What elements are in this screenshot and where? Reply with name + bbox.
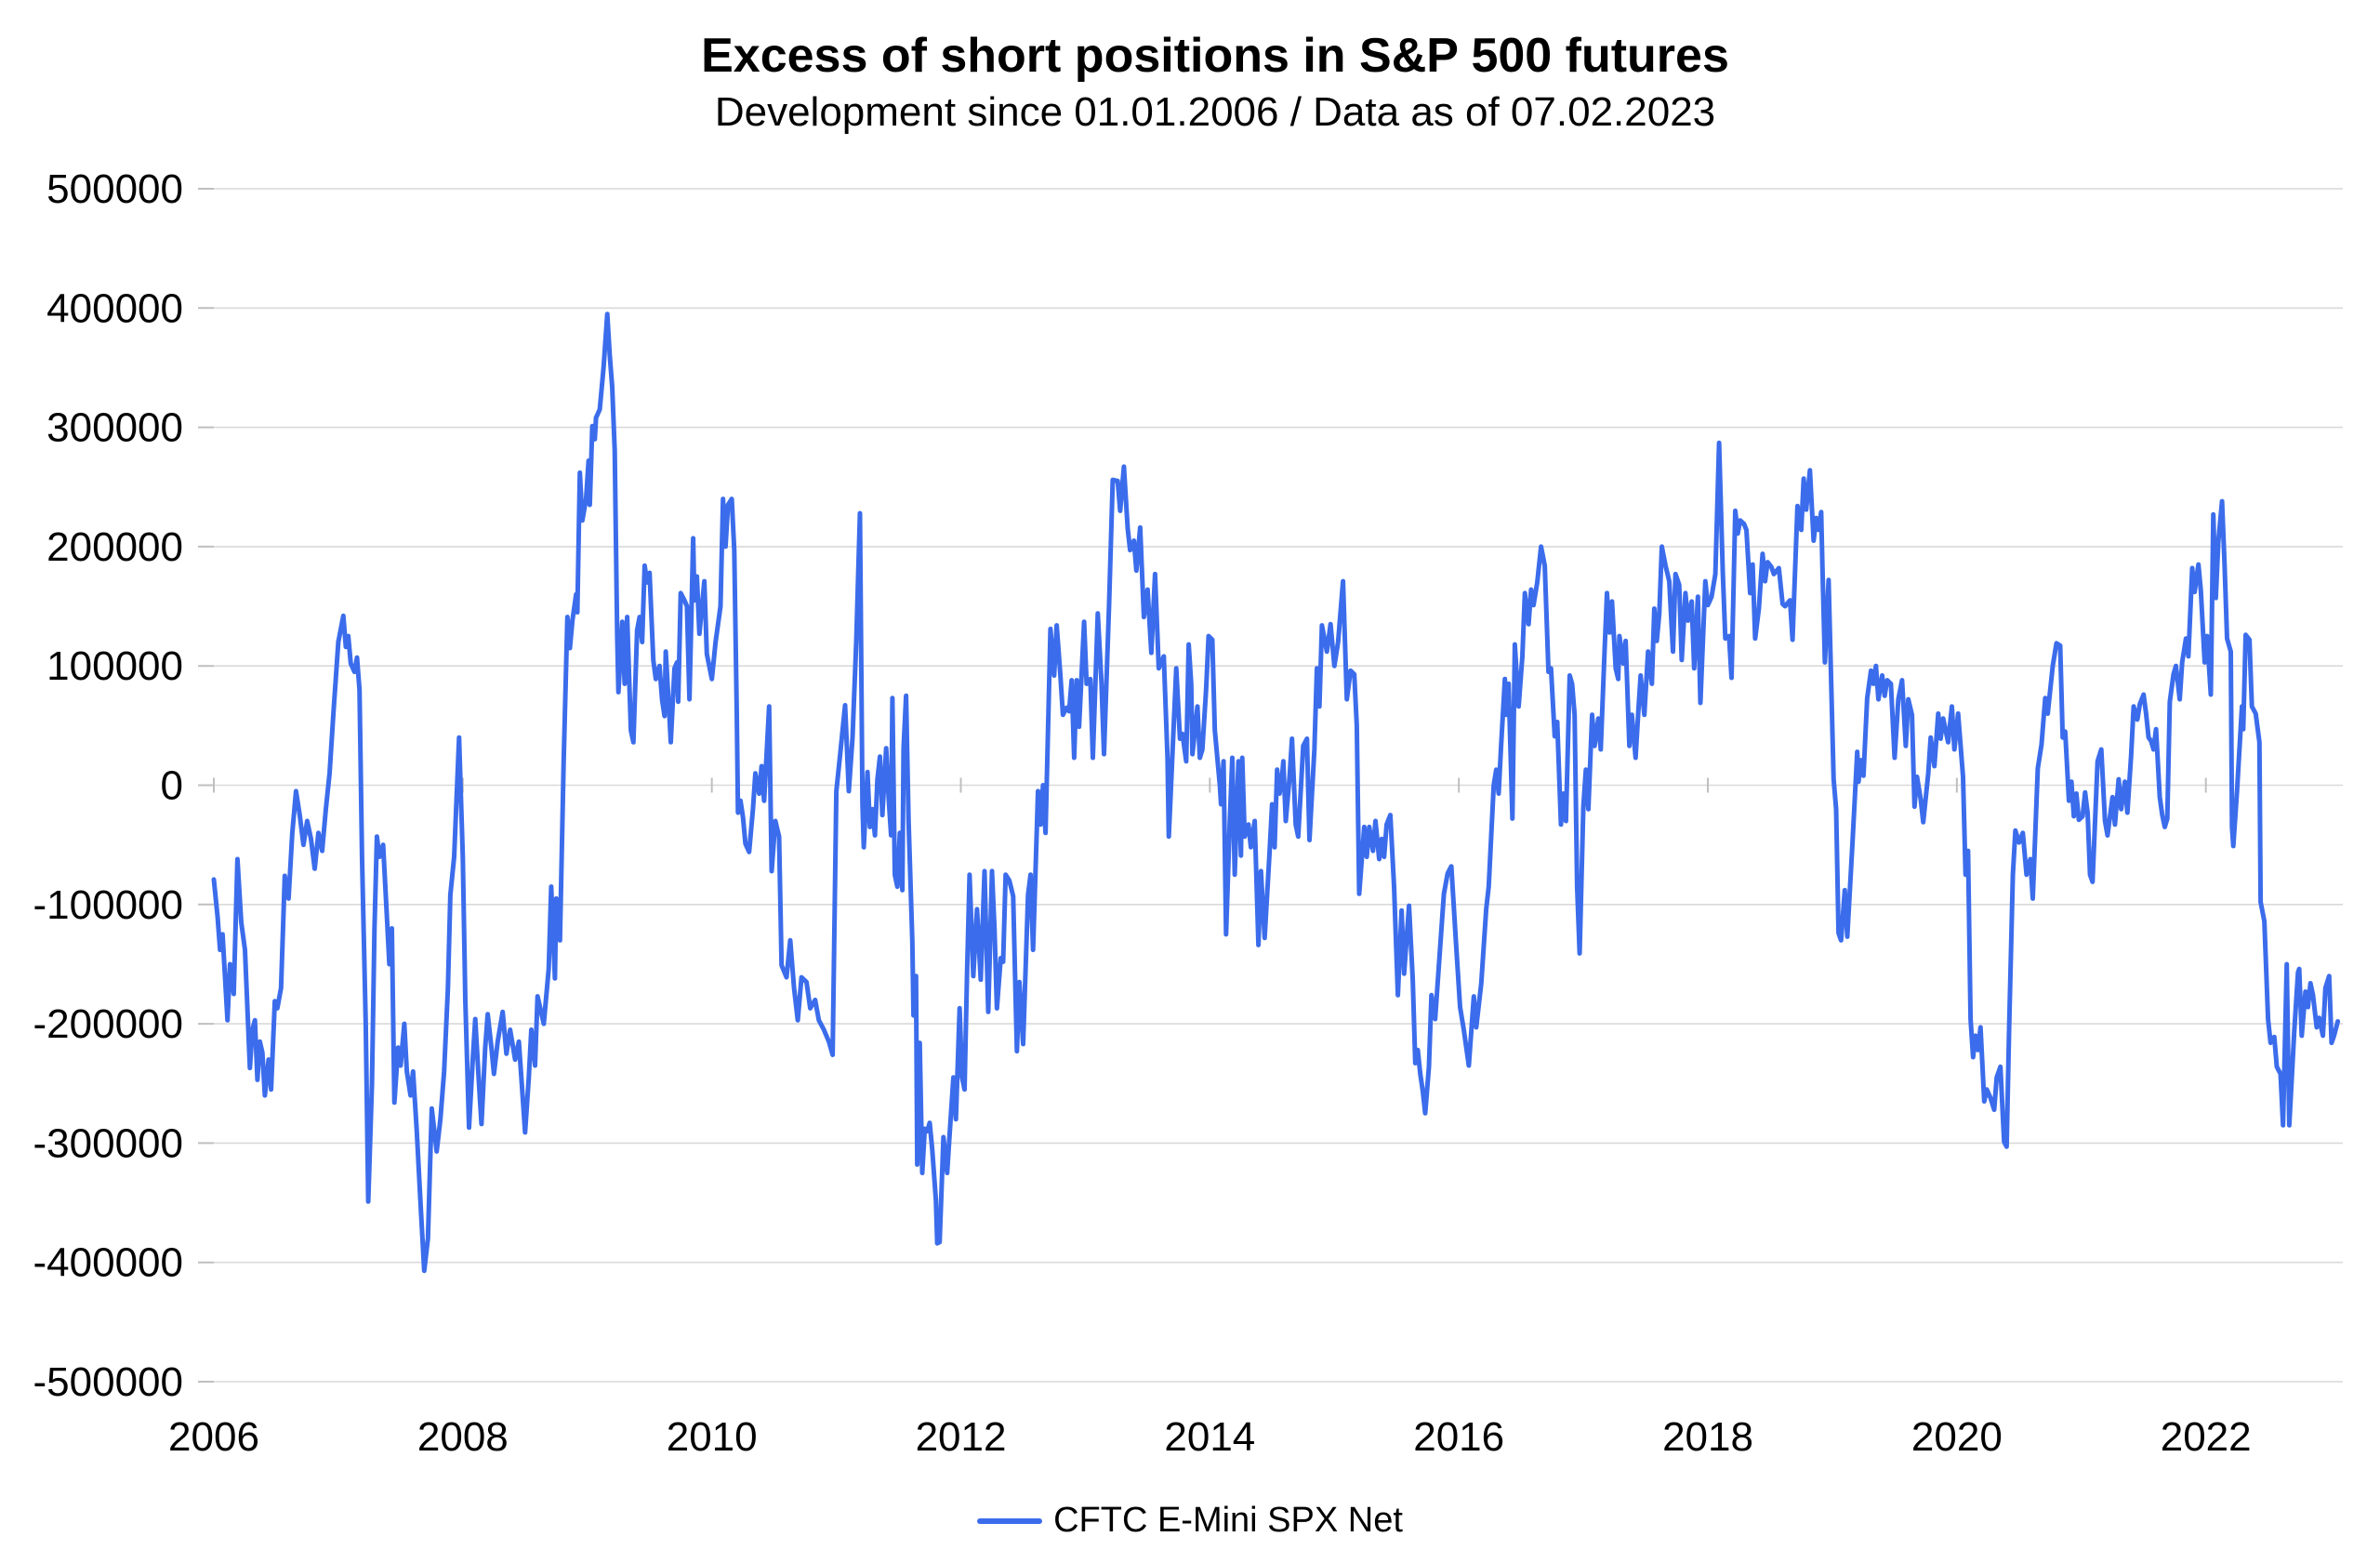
legend: CFTC E-Mini SPX Net	[0, 1501, 2380, 1541]
legend-line-swatch	[977, 1517, 1043, 1524]
legend-label: CFTC E-Mini SPX Net	[1053, 1501, 1403, 1540]
x-tick-label: 2018	[1662, 1414, 1753, 1460]
y-tick-label: 300000	[46, 405, 183, 451]
y-tick-label: -100000	[33, 882, 183, 928]
x-tick-label: 2010	[667, 1414, 758, 1460]
y-tick-label: 400000	[46, 285, 183, 331]
chart-subtitle: Development since 01.01.2006 / Data as o…	[714, 89, 1716, 135]
x-tick-label: 2020	[1911, 1414, 2003, 1460]
x-tick-label: 2016	[1413, 1414, 1504, 1460]
x-tick-label: 2006	[168, 1414, 259, 1460]
y-tick-label: -500000	[33, 1359, 183, 1405]
x-tick-label: 2022	[2161, 1414, 2252, 1460]
y-tick-label: 0	[161, 763, 183, 809]
y-tick-label: -400000	[33, 1240, 183, 1286]
y-tick-label: -200000	[33, 1001, 183, 1047]
x-tick-label: 2012	[916, 1414, 1007, 1460]
chart-title: Excess of short positions in S&P 500 fut…	[701, 29, 1729, 83]
series-line	[211, 311, 2341, 1274]
x-tick-label: 2014	[1164, 1414, 1255, 1460]
x-tick-label: 2008	[417, 1414, 509, 1460]
y-tick-label: 100000	[46, 643, 183, 689]
y-tick-label: -300000	[33, 1120, 183, 1166]
y-tick-label: 500000	[46, 166, 183, 212]
y-tick-label: 200000	[46, 524, 183, 570]
